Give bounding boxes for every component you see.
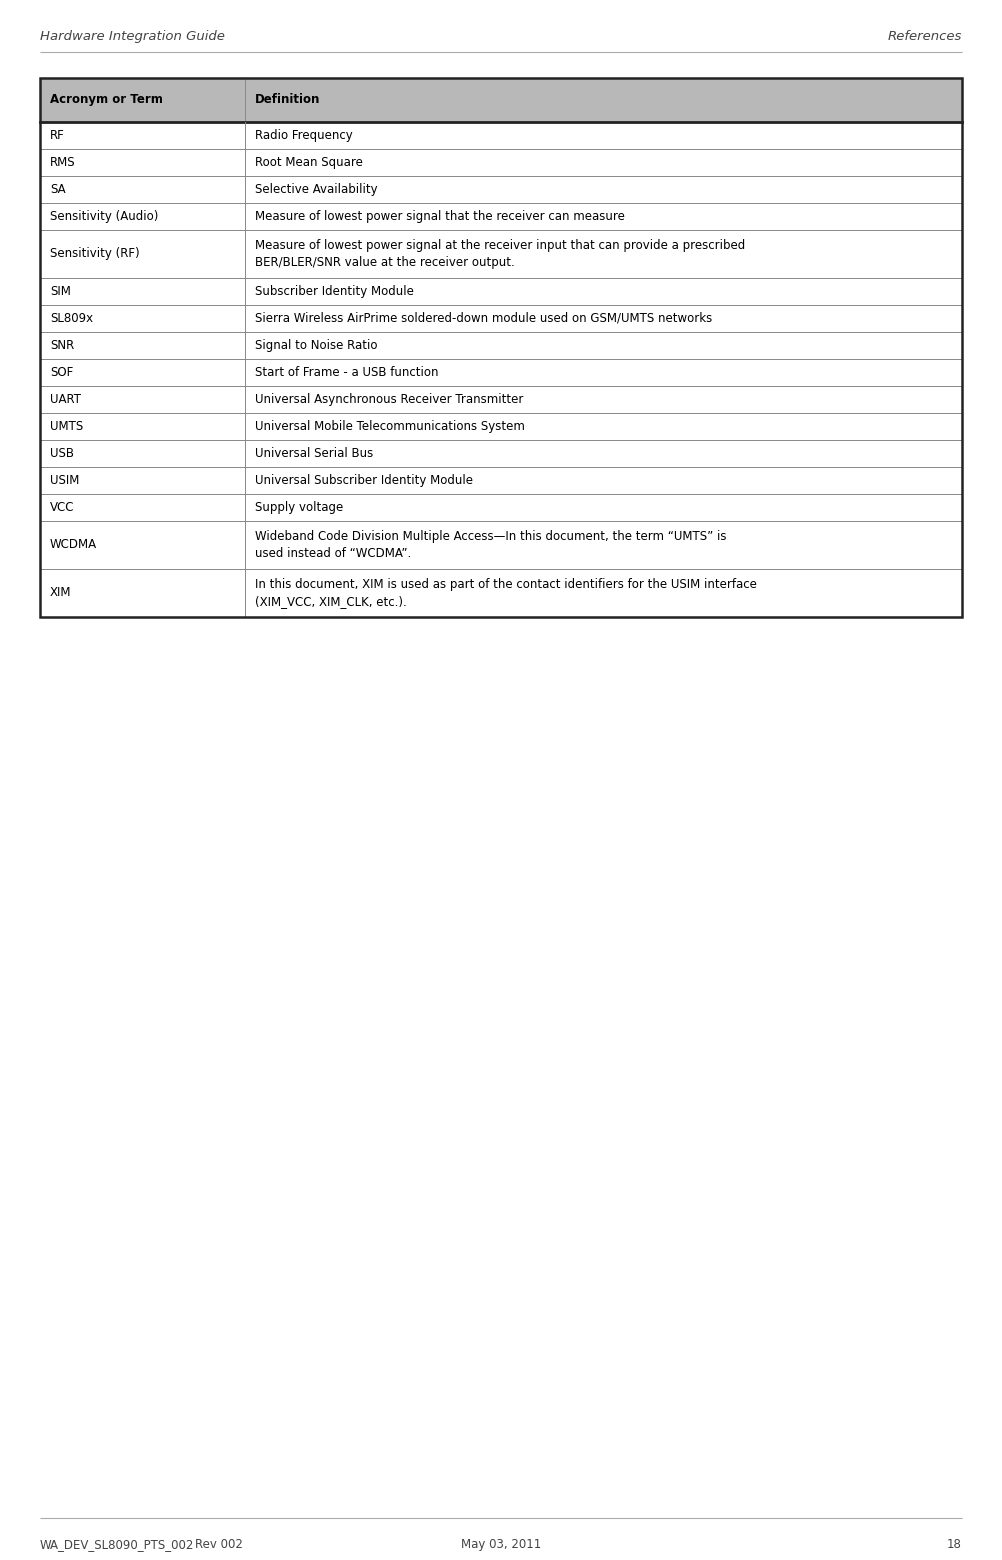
Text: Rev 002: Rev 002 <box>195 1538 242 1551</box>
Bar <box>40 122 962 150</box>
Bar <box>40 332 962 359</box>
Bar <box>40 521 962 569</box>
Text: Hardware Integration Guide: Hardware Integration Guide <box>40 30 224 44</box>
Text: Acronym or Term: Acronym or Term <box>50 94 163 106</box>
Bar <box>40 569 962 618</box>
Text: Measure of lowest power signal that the receiver can measure: Measure of lowest power signal that the … <box>255 211 625 223</box>
Text: SL809x: SL809x <box>50 312 93 324</box>
Text: SA: SA <box>50 183 65 197</box>
Bar <box>40 176 962 203</box>
Text: Signal to Noise Ratio: Signal to Noise Ratio <box>255 339 378 353</box>
Text: Start of Frame - a USB function: Start of Frame - a USB function <box>255 367 439 379</box>
Text: Sensitivity (Audio): Sensitivity (Audio) <box>50 211 158 223</box>
Bar <box>40 440 962 466</box>
Text: Root Mean Square: Root Mean Square <box>255 156 363 168</box>
Bar <box>40 413 962 440</box>
Bar <box>40 229 962 278</box>
Text: In this document, XIM is used as part of the contact identifiers for the USIM in: In this document, XIM is used as part of… <box>255 579 757 608</box>
Text: Sierra Wireless AirPrime soldered-down module used on GSM/UMTS networks: Sierra Wireless AirPrime soldered-down m… <box>255 312 712 324</box>
Text: Universal Mobile Telecommunications System: Universal Mobile Telecommunications Syst… <box>255 420 525 434</box>
Bar <box>40 150 962 176</box>
Bar <box>40 495 962 521</box>
Text: Subscriber Identity Module: Subscriber Identity Module <box>255 285 414 298</box>
Text: Radio Frequency: Radio Frequency <box>255 129 353 142</box>
Text: XIM: XIM <box>50 587 71 599</box>
Text: USIM: USIM <box>50 474 79 487</box>
Text: WA_DEV_SL8090_PTS_002: WA_DEV_SL8090_PTS_002 <box>40 1538 194 1551</box>
Bar <box>40 306 962 332</box>
Text: RF: RF <box>50 129 65 142</box>
Text: SOF: SOF <box>50 367 73 379</box>
Text: Universal Serial Bus: Universal Serial Bus <box>255 448 374 460</box>
Text: UART: UART <box>50 393 81 406</box>
Text: May 03, 2011: May 03, 2011 <box>461 1538 541 1551</box>
Text: 18: 18 <box>947 1538 962 1551</box>
Text: RMS: RMS <box>50 156 75 168</box>
Bar <box>40 359 962 385</box>
Bar <box>40 385 962 413</box>
Bar <box>40 466 962 495</box>
Text: SIM: SIM <box>50 285 71 298</box>
Text: Wideband Code Division Multiple Access—In this document, the term “UMTS” is
used: Wideband Code Division Multiple Access—I… <box>255 530 726 560</box>
Text: Definition: Definition <box>255 94 321 106</box>
Text: Sensitivity (RF): Sensitivity (RF) <box>50 248 139 261</box>
Bar <box>40 78 962 122</box>
Text: Selective Availability: Selective Availability <box>255 183 378 197</box>
Bar <box>40 278 962 306</box>
Text: SNR: SNR <box>50 339 74 353</box>
Text: Measure of lowest power signal at the receiver input that can provide a prescrib: Measure of lowest power signal at the re… <box>255 239 745 268</box>
Text: WCDMA: WCDMA <box>50 538 97 552</box>
Bar <box>40 78 962 618</box>
Text: Universal Asynchronous Receiver Transmitter: Universal Asynchronous Receiver Transmit… <box>255 393 523 406</box>
Text: UMTS: UMTS <box>50 420 83 434</box>
Text: Universal Subscriber Identity Module: Universal Subscriber Identity Module <box>255 474 473 487</box>
Bar <box>40 203 962 229</box>
Text: References: References <box>888 30 962 44</box>
Text: Supply voltage: Supply voltage <box>255 501 344 513</box>
Text: VCC: VCC <box>50 501 74 513</box>
Text: USB: USB <box>50 448 74 460</box>
